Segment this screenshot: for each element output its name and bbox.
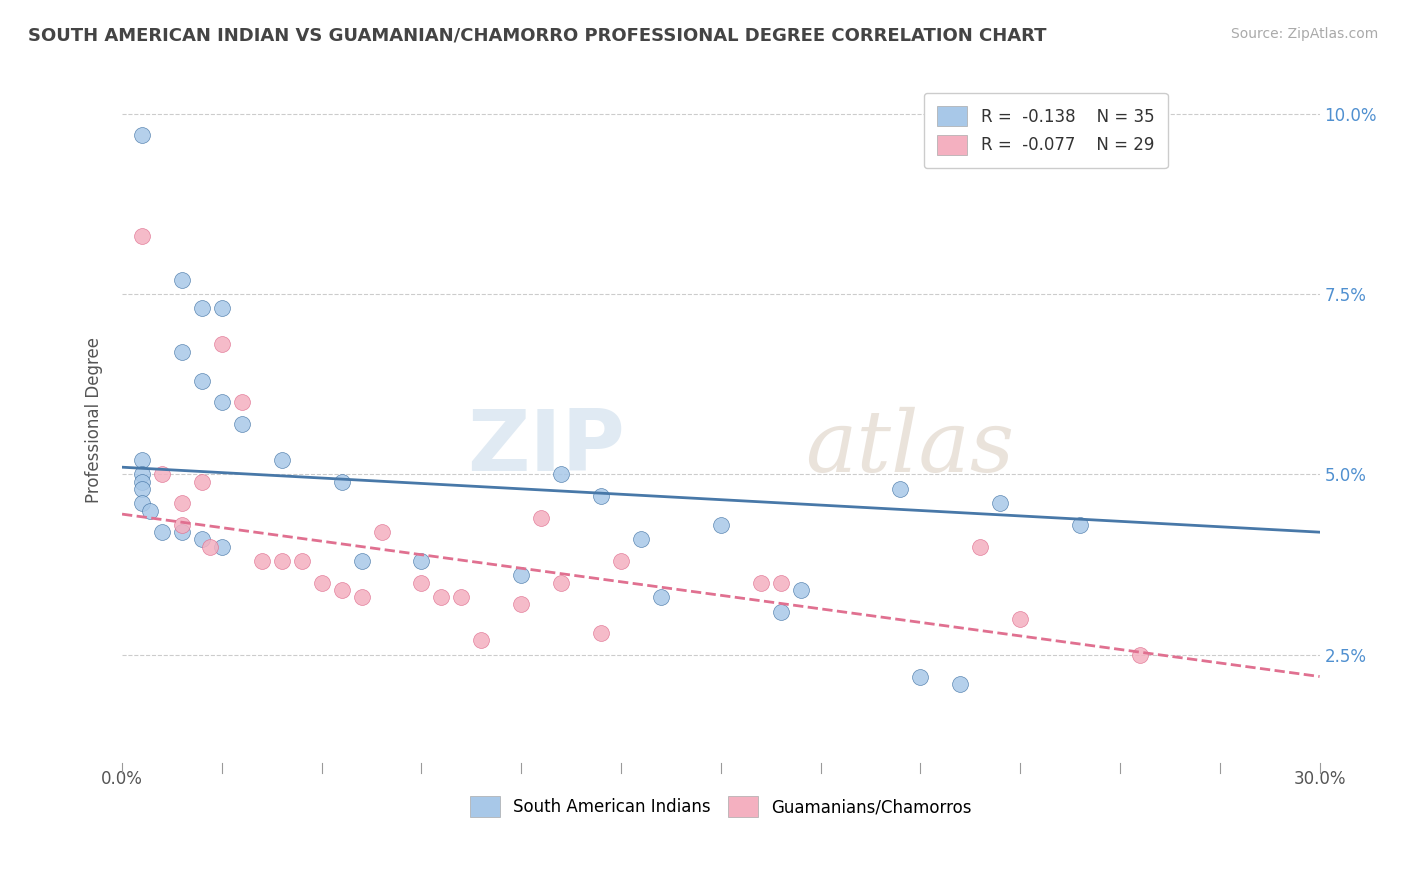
Point xyxy=(170,525,193,540)
Point xyxy=(139,503,162,517)
Point xyxy=(311,575,333,590)
Point xyxy=(470,633,492,648)
Text: SOUTH AMERICAN INDIAN VS GUAMANIAN/CHAMORRO PROFESSIONAL DEGREE CORRELATION CHAR: SOUTH AMERICAN INDIAN VS GUAMANIAN/CHAMO… xyxy=(28,27,1046,45)
Y-axis label: Professional Degree: Professional Degree xyxy=(86,337,103,503)
Point xyxy=(350,554,373,568)
Point xyxy=(988,496,1011,510)
Text: atlas: atlas xyxy=(804,407,1014,489)
Point xyxy=(350,590,373,604)
Point xyxy=(411,554,433,568)
Point xyxy=(170,518,193,533)
Point xyxy=(291,554,314,568)
Point xyxy=(131,467,153,482)
Point xyxy=(211,540,233,554)
Point xyxy=(131,496,153,510)
Point xyxy=(450,590,472,604)
Point xyxy=(710,518,733,533)
Point xyxy=(530,510,553,524)
Text: Source: ZipAtlas.com: Source: ZipAtlas.com xyxy=(1230,27,1378,41)
Point xyxy=(749,575,772,590)
Point xyxy=(150,467,173,482)
Point xyxy=(150,525,173,540)
Point xyxy=(769,575,792,590)
Point xyxy=(910,669,932,683)
Point xyxy=(191,374,214,388)
Point xyxy=(589,626,612,640)
Text: ZIP: ZIP xyxy=(467,406,626,489)
Point xyxy=(211,301,233,316)
Point xyxy=(170,272,193,286)
Point xyxy=(969,540,991,554)
Point xyxy=(949,677,972,691)
Point xyxy=(889,482,911,496)
Point xyxy=(550,575,572,590)
Point xyxy=(131,475,153,489)
Point xyxy=(191,533,214,547)
Point xyxy=(650,590,672,604)
Point xyxy=(250,554,273,568)
Point xyxy=(211,395,233,409)
Point xyxy=(131,128,153,143)
Point xyxy=(191,475,214,489)
Point xyxy=(131,453,153,467)
Point xyxy=(589,489,612,503)
Point xyxy=(630,533,652,547)
Point xyxy=(131,482,153,496)
Point xyxy=(1129,648,1152,662)
Point xyxy=(510,568,533,582)
Point xyxy=(430,590,453,604)
Point xyxy=(170,344,193,359)
Point xyxy=(610,554,633,568)
Point xyxy=(1069,518,1091,533)
Point xyxy=(1010,612,1032,626)
Point xyxy=(191,301,214,316)
Point xyxy=(231,417,253,431)
Point xyxy=(198,540,221,554)
Point xyxy=(170,496,193,510)
Point xyxy=(330,582,353,597)
Point xyxy=(330,475,353,489)
Point xyxy=(510,598,533,612)
Point xyxy=(411,575,433,590)
Point xyxy=(211,337,233,351)
Point xyxy=(550,467,572,482)
Legend: South American Indians, Guamanians/Chamorros: South American Indians, Guamanians/Chamo… xyxy=(464,789,979,823)
Point xyxy=(270,453,292,467)
Point xyxy=(131,229,153,244)
Point xyxy=(370,525,392,540)
Point xyxy=(231,395,253,409)
Point xyxy=(769,605,792,619)
Point xyxy=(270,554,292,568)
Point xyxy=(789,582,811,597)
